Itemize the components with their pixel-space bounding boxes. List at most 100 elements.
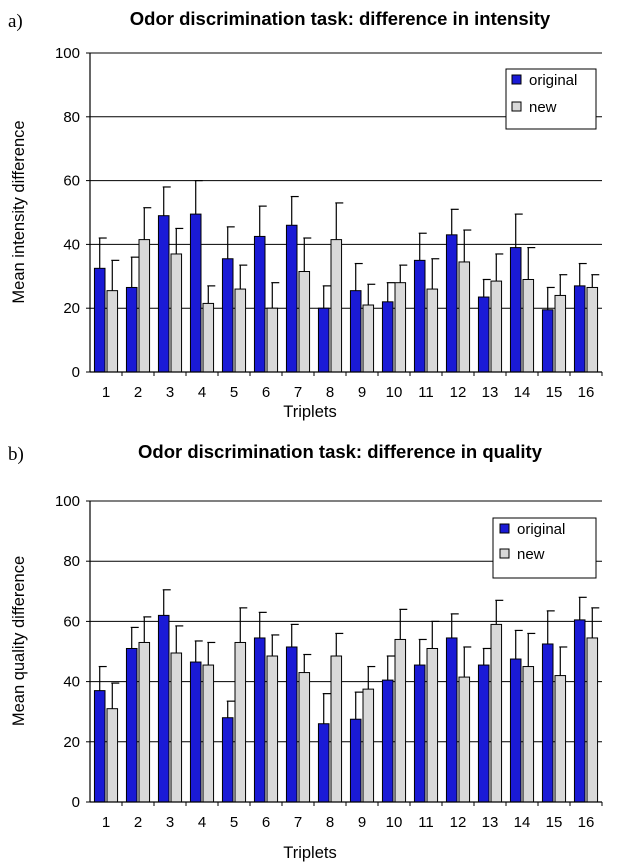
bar-new — [394, 282, 407, 373]
bar-new — [522, 666, 535, 803]
y-tick-label: 60 — [63, 173, 80, 190]
bar-new — [330, 655, 343, 803]
chart-quality: b) Odor discrimination task: difference … — [8, 441, 603, 862]
x-tick-label: 12 — [450, 384, 467, 401]
x-axis-label: Triplets — [283, 844, 336, 862]
x-tick-label: 10 — [386, 384, 403, 401]
legend-label-original: original — [517, 521, 565, 538]
x-tick-label: 9 — [358, 814, 366, 831]
bar-original — [413, 664, 426, 803]
legend-label-original: original — [529, 72, 577, 89]
x-tick-label: 2 — [134, 814, 142, 831]
bar-original — [285, 646, 298, 803]
bar-new — [362, 304, 375, 373]
x-tick-label: 13 — [482, 814, 499, 831]
bar-new — [266, 307, 279, 373]
x-tick-label: 8 — [326, 384, 334, 401]
x-tick-label: 4 — [198, 384, 206, 401]
legend-label-new: new — [529, 99, 557, 116]
bar-new — [426, 288, 439, 373]
y-tick-label: 80 — [63, 553, 80, 570]
bar-new — [362, 688, 375, 803]
legend: original new — [505, 68, 597, 130]
y-tick-label: 20 — [63, 300, 80, 317]
x-tick-label: 7 — [294, 814, 302, 831]
bar-new — [138, 239, 151, 373]
bar-new — [458, 261, 471, 373]
bar-original — [285, 224, 298, 373]
chart-panel-intensity: a) Odor discrimination task: difference … — [8, 8, 603, 421]
error-bars — [98, 589, 600, 724]
bar-new — [202, 302, 215, 373]
x-tick-label: 14 — [514, 814, 531, 831]
bar-original — [221, 717, 234, 803]
bar-new — [554, 294, 567, 373]
bar-original — [541, 643, 554, 803]
bar-original — [509, 658, 522, 803]
x-tick-label: 9 — [358, 384, 366, 401]
bar-original — [349, 290, 362, 373]
y-tick-labels: 0 20 40 60 80 100 — [55, 45, 90, 381]
x-tick-labels: 1 2 3 4 5 6 7 8 9 10 11 12 13 14 15 16 — [102, 372, 603, 401]
bar-new — [298, 672, 311, 803]
bar-new — [586, 637, 599, 803]
x-tick-label: 15 — [546, 814, 563, 831]
bar-original — [477, 296, 490, 373]
bar-original — [125, 647, 138, 803]
bar-original — [541, 309, 554, 373]
bar-new — [170, 652, 183, 803]
bar-new — [426, 647, 439, 803]
x-tick-label: 14 — [514, 384, 531, 401]
panel-label: b) — [8, 444, 24, 465]
bar-new — [234, 641, 247, 803]
x-tick-label: 3 — [166, 384, 174, 401]
x-tick-label: 12 — [450, 814, 467, 831]
x-tick-label: 11 — [418, 384, 434, 401]
bar-original — [509, 247, 522, 373]
bar-new — [234, 288, 247, 373]
x-tick-label: 6 — [262, 814, 270, 831]
y-tick-label: 60 — [63, 613, 80, 630]
chart-title: Odor discrimination task: difference in … — [138, 441, 543, 462]
x-tick-label: 11 — [418, 814, 434, 831]
y-axis-label: Mean intensity difference — [10, 120, 28, 303]
y-tick-label: 100 — [55, 45, 80, 62]
bar-new — [330, 239, 343, 373]
x-tick-label: 5 — [230, 814, 238, 831]
legend-label-new: new — [517, 546, 545, 563]
bar-new — [490, 623, 503, 803]
x-tick-label: 6 — [262, 384, 270, 401]
bars — [93, 614, 599, 803]
x-tick-label: 3 — [166, 814, 174, 831]
bar-new — [554, 675, 567, 803]
bar-original — [381, 301, 394, 373]
y-tick-label: 80 — [63, 109, 80, 126]
bar-new — [522, 278, 535, 373]
bar-original — [125, 286, 138, 373]
bar-new — [106, 708, 119, 803]
x-tick-label: 4 — [198, 814, 206, 831]
x-tick-label: 13 — [482, 384, 499, 401]
x-tick-label: 16 — [578, 814, 595, 831]
bar-original — [253, 235, 266, 373]
bar-original — [189, 213, 202, 373]
bar-original — [93, 690, 106, 803]
legend-swatch-new — [499, 548, 510, 559]
bar-original — [157, 614, 170, 803]
bar-original — [317, 723, 330, 803]
y-tick-labels: 0 20 40 60 80 100 — [55, 493, 90, 811]
bar-new — [106, 290, 119, 373]
bar-new — [298, 271, 311, 373]
bar-new — [394, 638, 407, 803]
bar-new — [458, 676, 471, 803]
bar-original — [157, 215, 170, 373]
error-bars — [98, 180, 600, 310]
x-axis-label: Triplets — [283, 403, 336, 421]
legend-swatch-original — [511, 74, 522, 85]
bar-new — [170, 253, 183, 373]
x-tick-label: 8 — [326, 814, 334, 831]
x-tick-label: 16 — [578, 384, 595, 401]
bar-new — [490, 280, 503, 373]
bar-original — [221, 258, 234, 373]
bar-original — [413, 259, 426, 373]
